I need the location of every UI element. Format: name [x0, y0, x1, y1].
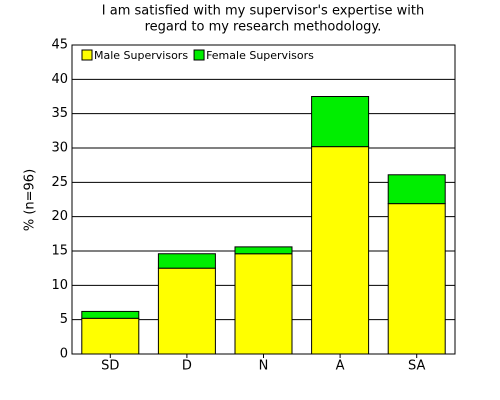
- bar-segment: [311, 146, 370, 355]
- x-tick-label: N: [259, 359, 269, 374]
- bar-segment: [234, 246, 293, 255]
- y-tick-label: 40: [51, 72, 68, 87]
- chart-title: I am satisfied with my supervisor's expe…: [102, 4, 424, 19]
- y-tick-label: 15: [51, 244, 68, 259]
- y-tick-label: 20: [51, 209, 68, 224]
- bar-segment: [81, 310, 140, 319]
- chart-title: regard to my research methodology.: [145, 20, 382, 35]
- y-tick-label: 0: [60, 347, 68, 362]
- bar-segment: [81, 317, 140, 355]
- y-tick-label: 5: [60, 312, 68, 327]
- legend-swatch: [81, 49, 93, 61]
- y-tick-label: 30: [51, 141, 68, 156]
- bar-segment: [157, 267, 216, 355]
- bar-segment: [234, 253, 293, 355]
- bar-segment: [311, 96, 370, 148]
- y-tick-label: 45: [51, 38, 68, 53]
- legend-label: Male Supervisors: [94, 49, 188, 62]
- y-axis-label: % (n=96): [23, 169, 38, 231]
- x-tick-label: SA: [408, 359, 425, 374]
- bar-segment: [157, 253, 216, 269]
- y-tick-label: 35: [51, 106, 68, 121]
- x-tick-label: D: [182, 359, 192, 374]
- legend-label: Female Supervisors: [206, 49, 314, 62]
- y-tick-label: 10: [51, 278, 68, 293]
- bar-segment: [387, 203, 446, 355]
- y-tick-label: 25: [51, 175, 68, 190]
- legend-swatch: [193, 49, 205, 61]
- x-tick-label: A: [336, 359, 345, 374]
- x-tick-label: SD: [101, 359, 119, 374]
- bar-segment: [387, 174, 446, 205]
